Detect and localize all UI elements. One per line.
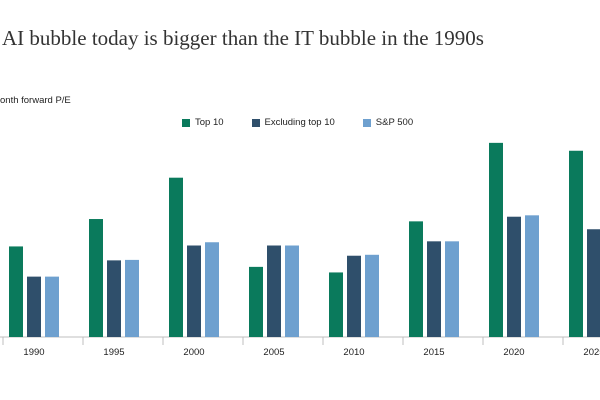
- bar-2000-excluding-top-10: [187, 245, 201, 337]
- bar-1995-top-10: [89, 219, 103, 337]
- bar-2025-top-10: [569, 150, 583, 337]
- legend: Top 10 Excluding top 10 S&P 500: [182, 117, 413, 128]
- legend-item-excluding-top10: Excluding top 10: [251, 117, 335, 128]
- x-tick-label-2010: 2010: [343, 347, 364, 358]
- bar-2005-top-10: [249, 266, 263, 337]
- bar-2010-s-p-500: [365, 254, 379, 337]
- bar-1995-s-p-500: [125, 259, 139, 337]
- bar-1995-excluding-top-10: [107, 260, 121, 337]
- bar-2000-s-p-500: [205, 242, 219, 337]
- legend-label-top10: Top 10: [195, 117, 224, 128]
- legend-swatch-excluding-top10: [251, 118, 260, 127]
- legend-item-top10: Top 10: [182, 117, 224, 128]
- bar-2015-s-p-500: [445, 241, 459, 337]
- x-tick-label-2015: 2015: [423, 347, 444, 358]
- bar-2020-excluding-top-10: [507, 216, 521, 337]
- x-tick-label-2020: 2020: [503, 347, 524, 358]
- bar-2025-excluding-top-10: [587, 229, 600, 337]
- x-tick-label-1995: 1995: [103, 347, 124, 358]
- bar-1990-top-10: [9, 246, 23, 337]
- bar-2010-excluding-top-10: [347, 255, 361, 337]
- bar-2000-top-10: [169, 177, 183, 337]
- legend-swatch-sp500: [362, 118, 371, 127]
- chart-title: AI bubble today is bigger than the IT bu…: [2, 26, 484, 50]
- bar-2015-top-10: [409, 221, 423, 337]
- bar-2005-s-p-500: [285, 245, 299, 337]
- legend-label-excluding-top10: Excluding top 10: [264, 117, 335, 128]
- bar-2010-top-10: [329, 272, 343, 337]
- x-tick-label-2000: 2000: [183, 347, 204, 358]
- y-axis-label: onth forward P/E: [0, 95, 71, 106]
- bar-1990-excluding-top-10: [27, 276, 41, 337]
- bar-2020-top-10: [489, 142, 503, 337]
- bar-2015-excluding-top-10: [427, 241, 441, 337]
- bar-1990-s-p-500: [45, 276, 59, 337]
- x-tick-label-1990: 1990: [23, 347, 44, 358]
- bar-2020-s-p-500: [525, 215, 539, 337]
- legend-label-sp500: S&P 500: [375, 117, 414, 128]
- legend-swatch-top10: [182, 118, 190, 127]
- legend-item-sp500: S&P 500: [362, 117, 414, 128]
- x-tick-label-2005: 2005: [263, 347, 284, 358]
- x-tick-label-2025: 2025: [583, 347, 600, 358]
- bar-2005-excluding-top-10: [267, 245, 281, 337]
